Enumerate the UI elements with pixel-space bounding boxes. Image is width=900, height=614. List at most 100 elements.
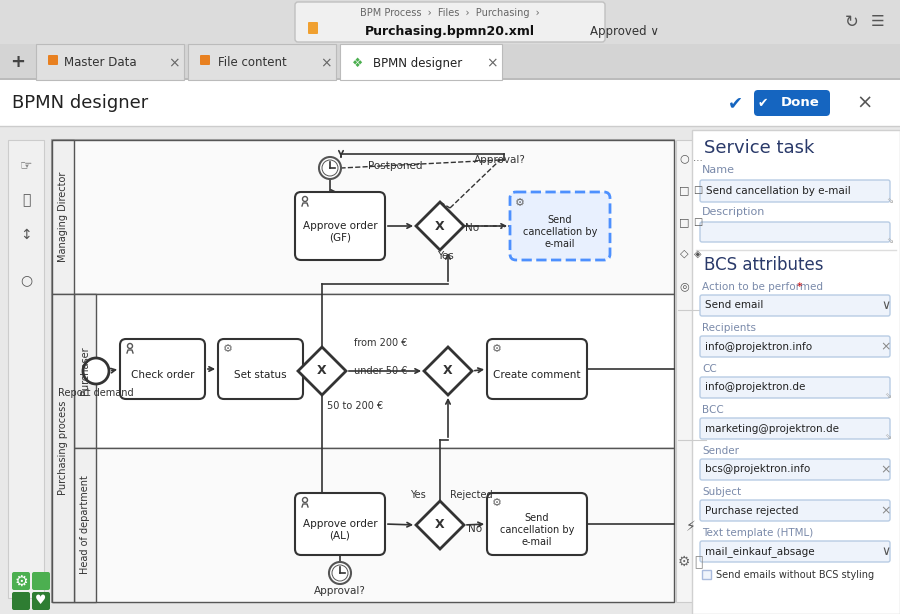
Text: from 200 €: from 200 €: [354, 338, 408, 348]
Text: Send
cancellation by
e-mail: Send cancellation by e-mail: [500, 513, 574, 546]
Text: ✔: ✔: [727, 94, 742, 112]
Bar: [188, 44, 336, 80]
Text: X: X: [317, 365, 327, 378]
Text: Done: Done: [780, 96, 819, 109]
Text: 50 to 200 €: 50 to 200 €: [327, 401, 383, 411]
Text: ◈: ◈: [694, 249, 702, 259]
Text: Approval?: Approval?: [314, 586, 366, 596]
Text: □: □: [679, 217, 689, 227]
Text: Set status: Set status: [234, 370, 287, 380]
Text: ⇘: ⇘: [885, 432, 892, 440]
Text: ∨: ∨: [881, 545, 891, 558]
FancyBboxPatch shape: [295, 2, 605, 42]
Text: X: X: [436, 219, 445, 233]
Circle shape: [332, 565, 348, 581]
Text: Approve order
(GF): Approve order (GF): [302, 221, 377, 243]
Text: ⇘: ⇘: [886, 195, 894, 204]
Polygon shape: [416, 202, 464, 250]
Text: No: No: [465, 223, 479, 233]
Circle shape: [322, 160, 338, 176]
Text: ☰: ☰: [871, 15, 885, 29]
Text: Approval?: Approval?: [474, 155, 526, 165]
Text: ☞: ☞: [20, 158, 32, 172]
Text: Purchaser: Purchaser: [80, 347, 90, 395]
Text: Rejected: Rejected: [450, 490, 492, 500]
Bar: [52, 294, 674, 448]
Text: CC: CC: [702, 364, 716, 374]
Bar: [52, 448, 674, 602]
Text: Postponed: Postponed: [368, 161, 422, 171]
Text: Check order: Check order: [130, 370, 194, 380]
Text: ∨: ∨: [881, 299, 891, 312]
Text: Name: Name: [702, 165, 735, 175]
Bar: [0, 127, 900, 614]
Text: ⚡: ⚡: [686, 520, 696, 534]
Text: Subject: Subject: [702, 487, 741, 497]
Bar: [74, 448, 96, 602]
Bar: [8, 140, 44, 598]
Text: Yes: Yes: [436, 251, 454, 261]
Text: Text template (HTML): Text template (HTML): [702, 528, 814, 538]
Text: bcs@projektron.info: bcs@projektron.info: [705, 465, 810, 475]
Text: Yes: Yes: [410, 490, 426, 500]
Bar: [692, 130, 900, 614]
Text: ×: ×: [881, 340, 891, 353]
Text: Action to be performed: Action to be performed: [702, 282, 823, 292]
Text: under 50 €: under 50 €: [354, 366, 408, 376]
Text: ×: ×: [881, 504, 891, 517]
Text: ↕: ↕: [20, 228, 32, 242]
Text: Description: Description: [702, 207, 765, 217]
Bar: [74, 294, 96, 448]
Bar: [36, 44, 184, 80]
Text: +: +: [11, 53, 25, 71]
FancyBboxPatch shape: [295, 493, 385, 555]
Bar: [702, 570, 711, 579]
Bar: [52, 294, 74, 602]
Text: ×: ×: [881, 463, 891, 476]
Text: info@projektron.info: info@projektron.info: [705, 341, 812, 351]
Text: ○: ○: [20, 273, 32, 287]
FancyBboxPatch shape: [700, 222, 890, 242]
Text: X: X: [436, 518, 445, 532]
Text: Create comment: Create comment: [493, 370, 580, 380]
Text: ⚙: ⚙: [492, 498, 502, 508]
Text: *: *: [795, 282, 803, 292]
Bar: [0, 44, 900, 80]
Bar: [52, 140, 674, 602]
Text: ⚙: ⚙: [14, 573, 28, 588]
Text: ◇: ◇: [680, 249, 688, 259]
Text: Send cancellation by e-mail: Send cancellation by e-mail: [706, 186, 850, 196]
Text: …: …: [693, 153, 703, 163]
Text: ⇘: ⇘: [885, 391, 892, 400]
Text: Purchasing process: Purchasing process: [58, 401, 68, 495]
Text: Send email: Send email: [705, 300, 763, 311]
Text: □: □: [693, 185, 703, 195]
FancyBboxPatch shape: [218, 339, 303, 399]
Text: BPM Process  ›  Files  ›  Purchasing  ›: BPM Process › Files › Purchasing ›: [360, 8, 540, 18]
FancyBboxPatch shape: [700, 336, 890, 357]
FancyBboxPatch shape: [487, 339, 587, 399]
Text: ⚙: ⚙: [515, 198, 525, 208]
Text: X: X: [443, 365, 453, 378]
FancyBboxPatch shape: [700, 459, 890, 480]
Bar: [340, 44, 502, 80]
Text: Report demand: Report demand: [58, 388, 134, 398]
Text: Approved ∨: Approved ∨: [590, 25, 659, 37]
Text: ⚙: ⚙: [492, 344, 502, 354]
Bar: [52, 140, 74, 294]
FancyBboxPatch shape: [308, 22, 318, 34]
FancyBboxPatch shape: [700, 377, 890, 398]
Text: Sender: Sender: [702, 446, 739, 456]
Text: □: □: [693, 217, 703, 227]
Text: marketing@projektron.de: marketing@projektron.de: [705, 424, 839, 433]
Text: ○: ○: [680, 153, 688, 163]
Text: BPMN designer: BPMN designer: [374, 56, 463, 69]
Bar: [52, 140, 674, 294]
Text: ×: ×: [486, 56, 498, 70]
Text: ×: ×: [168, 56, 180, 70]
Circle shape: [83, 358, 109, 384]
Text: BPMN designer: BPMN designer: [12, 94, 148, 112]
Text: File content: File content: [218, 56, 286, 69]
Circle shape: [329, 562, 351, 584]
Text: ⤢: ⤢: [22, 193, 31, 207]
